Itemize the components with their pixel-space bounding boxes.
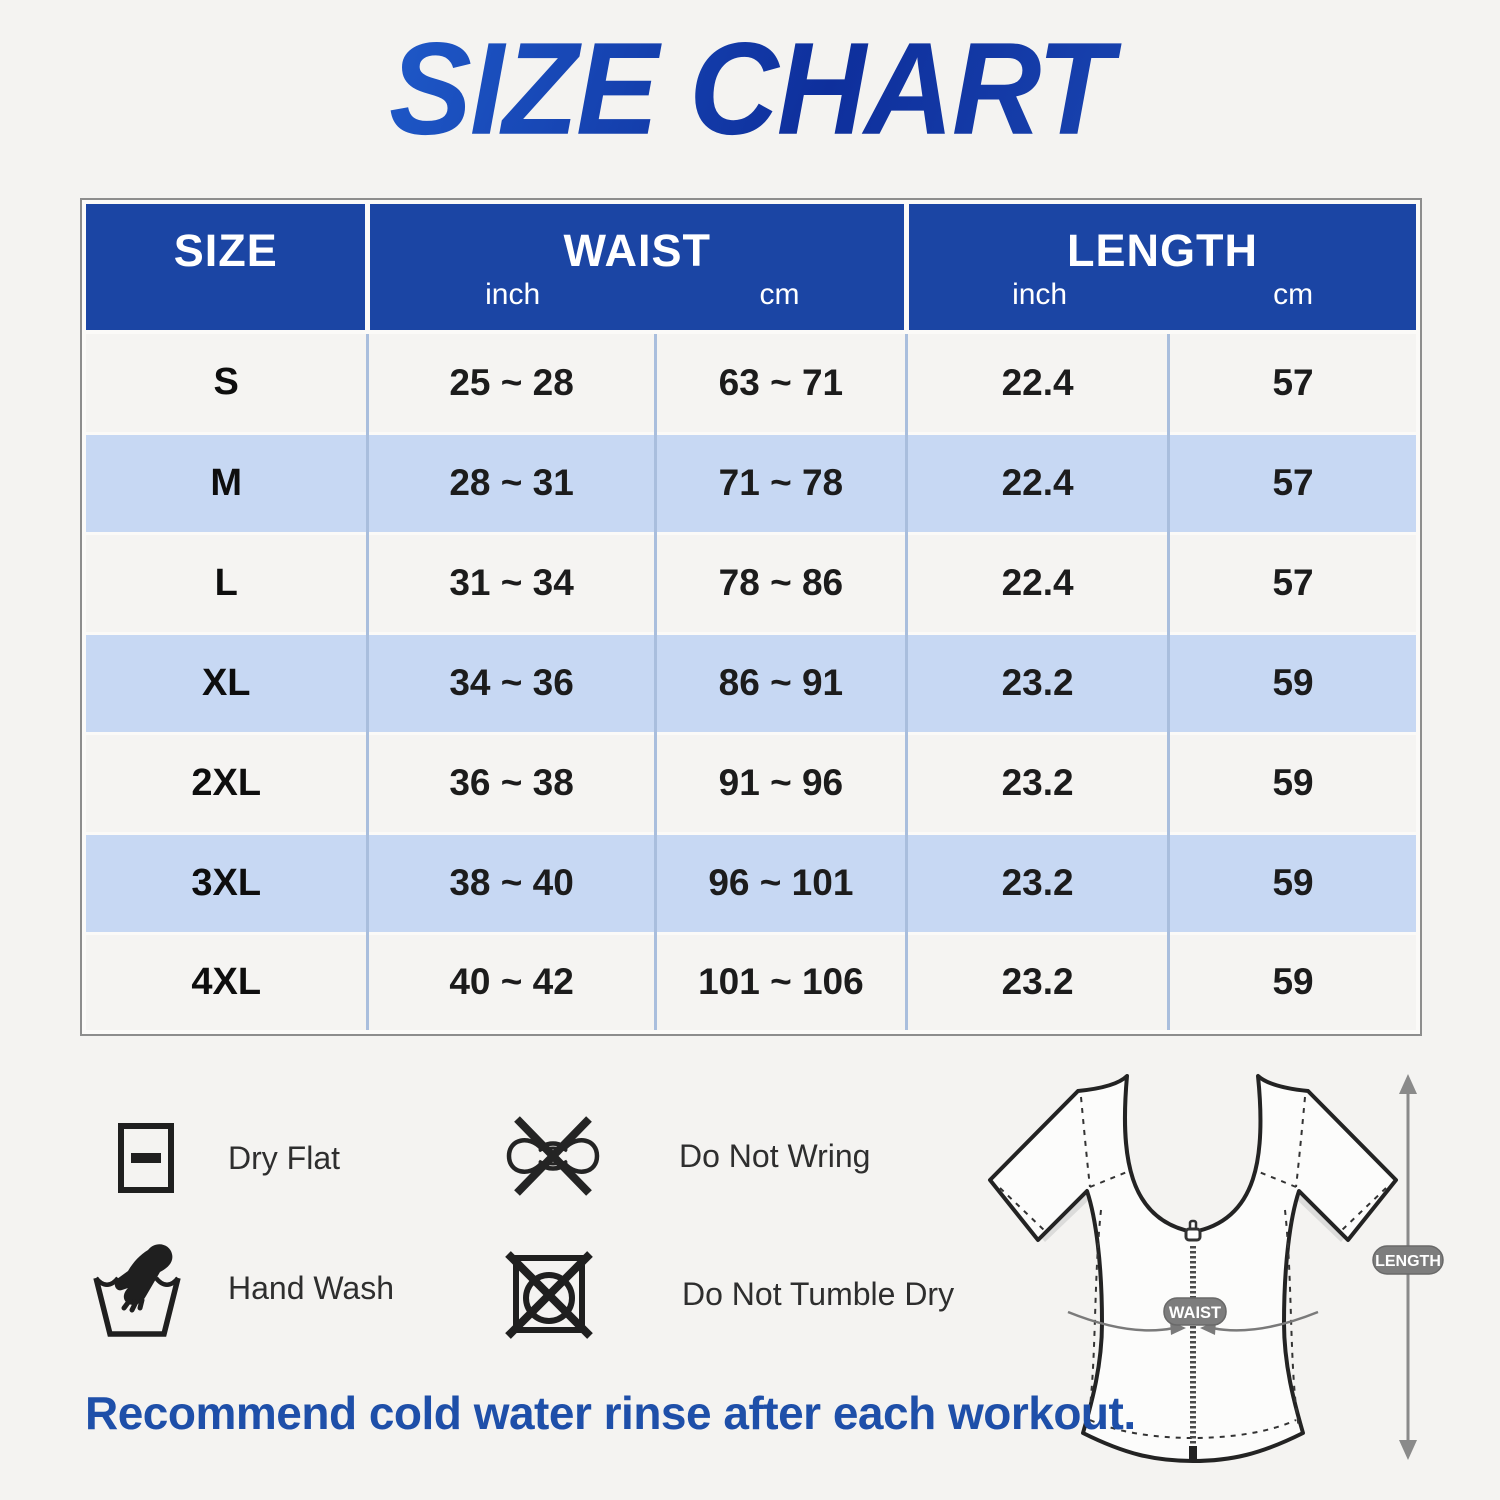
table-header-row: SIZE WAIST inch cm LENGTH inch [86,204,1416,334]
waist-cm-cell: 96 ~ 101 [653,831,907,934]
waist-inch-cell: 28 ~ 31 [366,431,656,534]
column-header-waist: WAIST inch cm [365,204,907,334]
waist-header-label: WAIST [563,225,712,277]
column-header-length: LENGTH inch cm [904,204,1416,334]
size-cell: 4XL [86,931,368,1030]
do-not-tumble-dry-icon [500,1246,596,1342]
table-row: L 31 ~ 34 78 ~ 86 22.4 57 [86,531,1416,634]
waist-inch-cell: 36 ~ 38 [366,731,656,834]
hand-wash-icon [90,1238,192,1338]
waist-inch-cell: 31 ~ 34 [366,531,656,634]
waist-cm-cell: 86 ~ 91 [653,631,907,734]
waist-cm-cell: 78 ~ 86 [653,531,907,634]
care-item-dry-flat: Dry Flat [100,1114,340,1202]
waist-cm-cell: 71 ~ 78 [653,431,907,534]
length-badge: LENGTH [1372,1245,1444,1275]
size-chart-table: SIZE WAIST inch cm LENGTH inch [86,204,1416,1030]
length-inch-cell: 23.2 [905,831,1169,934]
length-cm-cell: 57 [1167,531,1416,634]
care-label: Hand Wash [228,1269,394,1306]
size-cell: L [86,531,368,634]
length-inch-cell: 22.4 [905,332,1169,434]
care-item-do-not-tumble-dry: Do Not Tumble Dry [500,1246,954,1342]
size-cell: XL [86,631,368,734]
length-inch-cell: 23.2 [905,931,1169,1030]
length-inch-cell: 23.2 [905,731,1169,834]
seam-lines [999,1096,1387,1439]
care-label: Do Not Tumble Dry [682,1275,955,1312]
length-cm-cell: 57 [1167,431,1416,534]
svg-text:WAIST: WAIST [1169,1304,1221,1322]
footer-note: Recommend cold water rinse after each wo… [85,1387,1136,1439]
waist-inch-cell: 25 ~ 28 [366,332,656,434]
length-header-label: LENGTH [1067,225,1259,277]
table-row: 2XL 36 ~ 38 91 ~ 96 23.2 59 [86,731,1416,834]
column-header-size: SIZE [86,204,368,334]
svg-text:LENGTH: LENGTH [1375,1253,1441,1270]
waist-cm-cell: 63 ~ 71 [653,332,907,434]
care-label: Dry Flat [228,1139,340,1176]
size-cell: 2XL [86,731,368,834]
waist-badge: WAIST [1163,1297,1227,1326]
length-cm-cell: 59 [1167,631,1416,734]
length-inch-cell: 23.2 [905,631,1169,734]
size-header-label: SIZE [173,225,278,277]
table-row: 3XL 38 ~ 40 96 ~ 101 23.2 59 [86,831,1416,934]
length-cm-cell: 59 [1167,831,1416,934]
care-item-hand-wash: Hand Wash [90,1238,394,1338]
table-row: 4XL 40 ~ 42 101 ~ 106 23.2 59 [86,931,1416,1030]
size-table-container: SIZE WAIST inch cm LENGTH inch [80,198,1422,1036]
care-item-do-not-wring: Do Not Wring [497,1110,870,1202]
care-label: Do Not Wring [679,1137,871,1174]
length-cm-cell: 57 [1167,332,1416,434]
waist-unit-cm: cm [759,277,800,311]
size-cell: M [86,431,368,534]
length-cm-cell: 59 [1167,931,1416,1030]
waist-inch-cell: 38 ~ 40 [366,831,656,934]
length-cm-cell: 59 [1167,731,1416,834]
waist-cm-cell: 91 ~ 96 [653,731,907,834]
table-row: M 28 ~ 31 71 ~ 78 22.4 57 [86,431,1416,534]
length-unit-inch: inch [1012,277,1068,311]
table-row: S 25 ~ 28 63 ~ 71 22.4 57 [86,332,1416,434]
zipper [1184,1219,1202,1459]
length-unit-cm: cm [1273,277,1314,311]
dry-flat-icon [100,1114,192,1202]
size-cell: 3XL [86,831,368,934]
waist-inch-cell: 34 ~ 36 [366,631,656,734]
size-cell: S [86,332,368,434]
waist-unit-inch: inch [485,277,541,311]
do-not-wring-icon [497,1110,609,1202]
waist-cm-cell: 101 ~ 106 [653,931,907,1030]
page-title: SIZE CHART [0,14,1500,165]
length-inch-cell: 22.4 [905,531,1169,634]
table-row: XL 34 ~ 36 86 ~ 91 23.2 59 [86,631,1416,734]
garment-diagram: WAIST LENGTH [988,1074,1444,1463]
length-inch-cell: 22.4 [905,431,1169,534]
waist-inch-cell: 40 ~ 42 [366,931,656,1030]
